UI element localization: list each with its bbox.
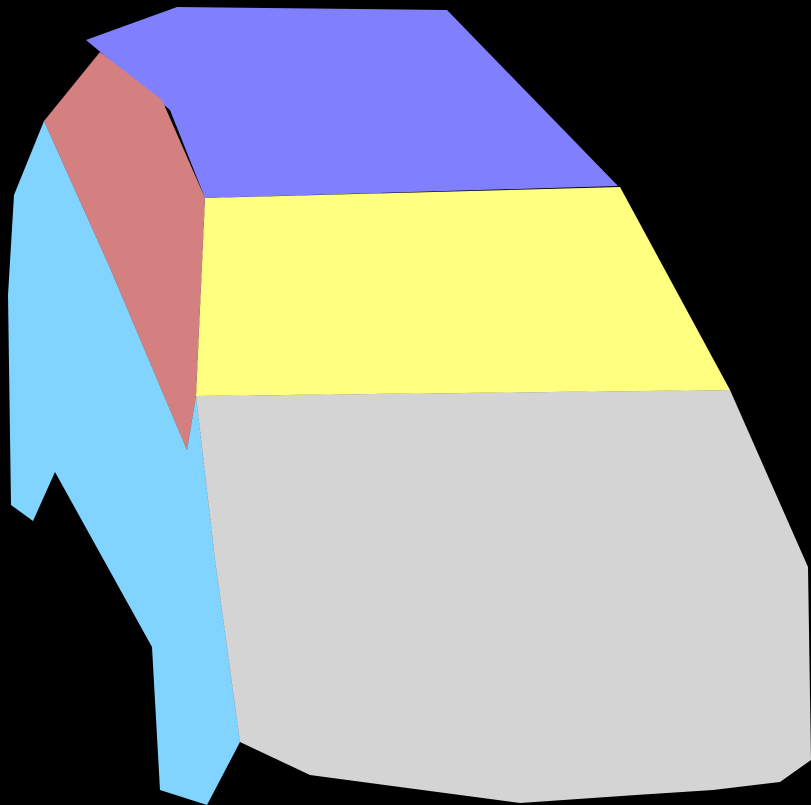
segment-windshield (196, 187, 730, 396)
segment-side-window (44, 52, 205, 450)
segment-hood (196, 390, 811, 803)
segment-roof (86, 7, 618, 198)
segment-side-body (8, 121, 240, 805)
